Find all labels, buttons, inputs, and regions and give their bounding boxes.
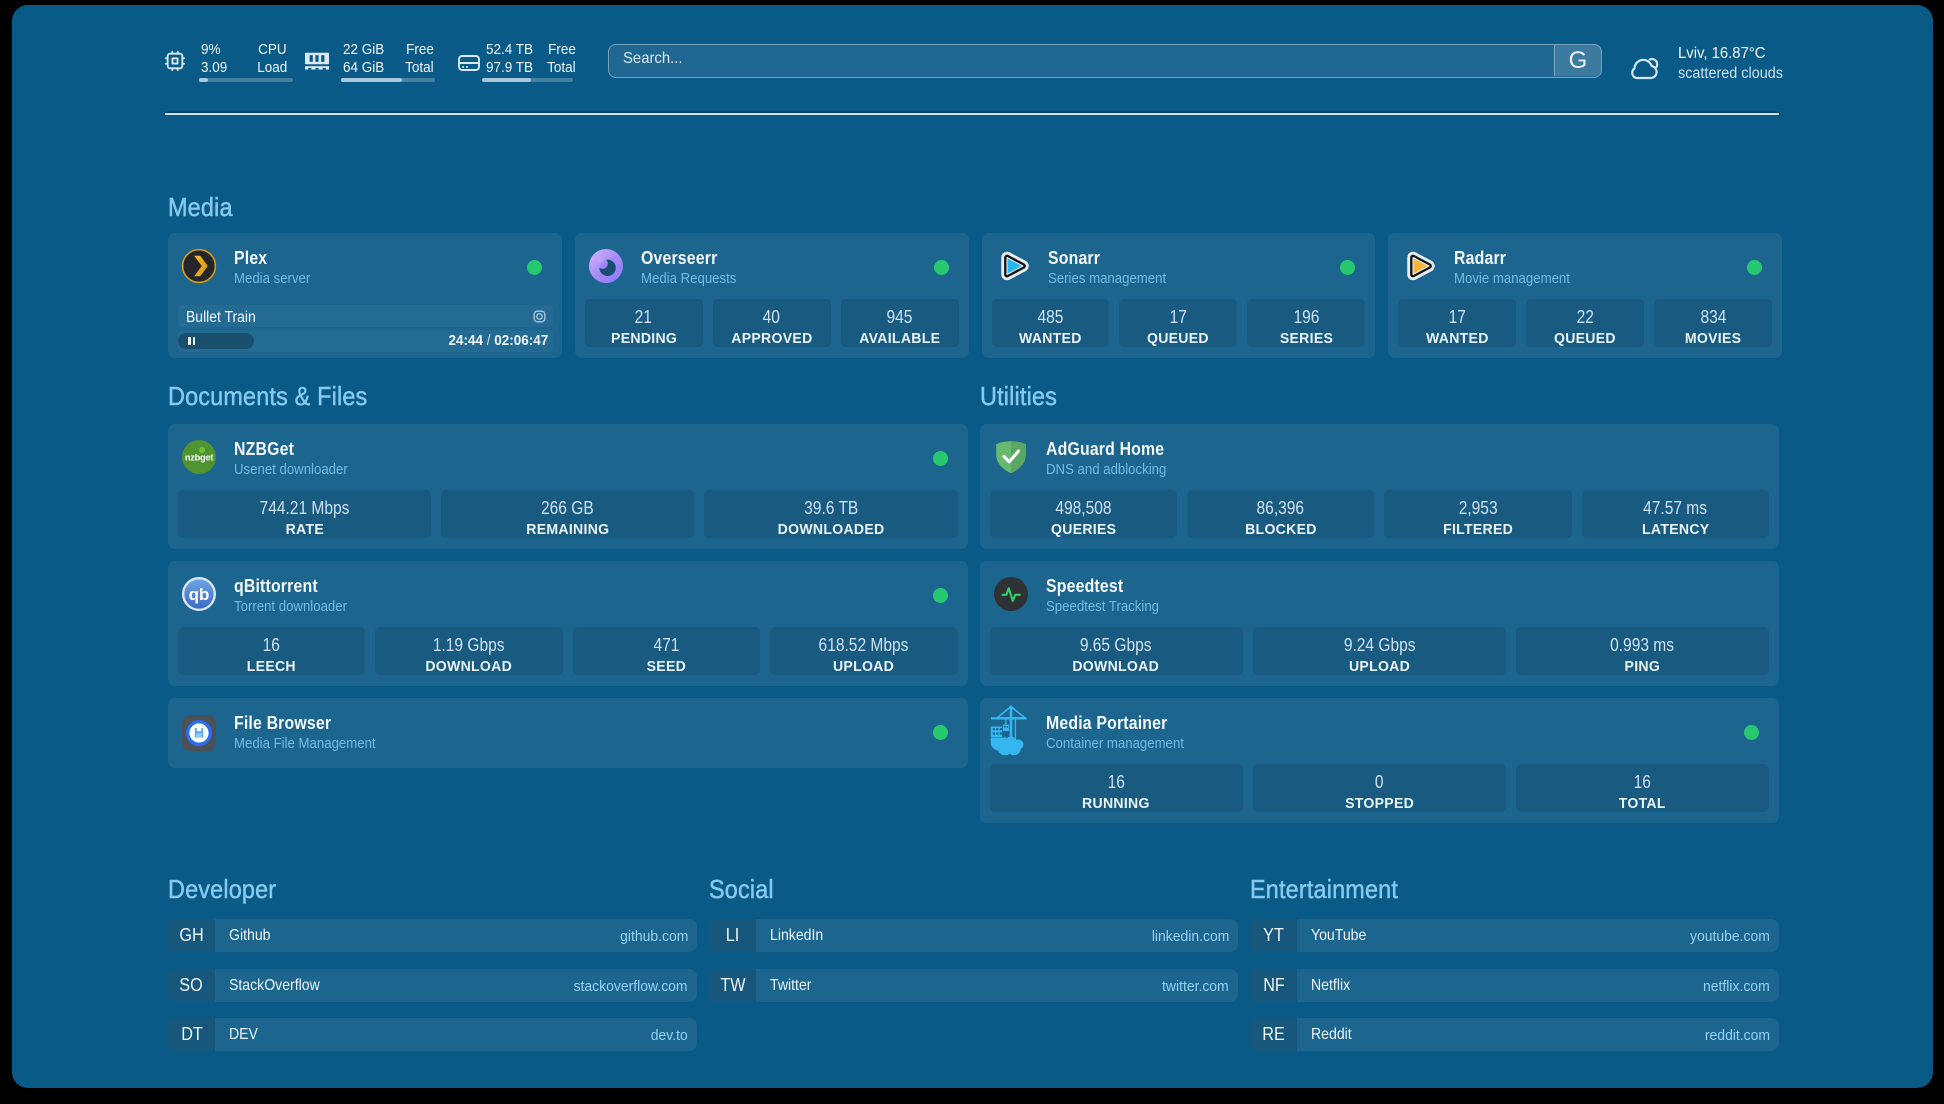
svg-text:nzbget: nzbget [185,453,213,463]
svg-text:qb: qb [189,585,210,604]
